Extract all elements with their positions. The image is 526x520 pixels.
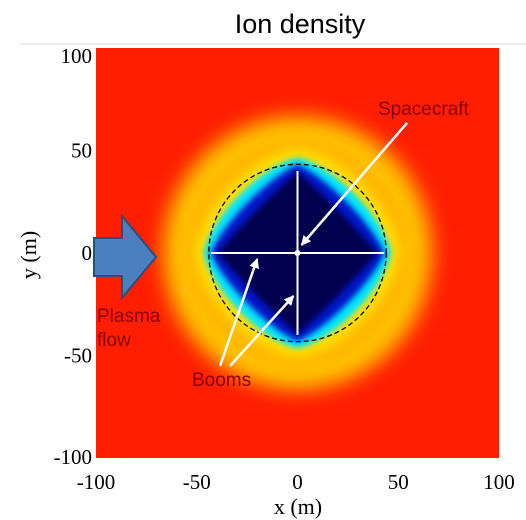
x-tick-label: 0 xyxy=(292,470,303,494)
x-tick-label: -100 xyxy=(77,470,116,494)
plasma-flow-label-line2: flow xyxy=(97,330,131,351)
chart-title: Ion density xyxy=(235,9,366,39)
boundary-circle xyxy=(208,163,387,343)
y-tick-label: 100 xyxy=(61,44,93,68)
x-tick-label: 100 xyxy=(483,470,515,494)
y-tick-label: 50 xyxy=(71,139,92,163)
x-tick-labels: -100 -50 0 50 100 xyxy=(77,470,515,494)
x-tick-label: -50 xyxy=(183,470,211,494)
booms-arrow-vertical xyxy=(229,295,295,367)
spacecraft-label: Spacecraft xyxy=(378,99,470,120)
annotation-arrows xyxy=(218,122,408,367)
y-tick-label: -100 xyxy=(54,445,93,469)
y-tick-label: -50 xyxy=(64,344,92,368)
spacecraft-marker xyxy=(294,250,301,256)
x-tick-label: 50 xyxy=(388,470,409,494)
plasma-flow-arrow xyxy=(93,213,158,301)
plot-area xyxy=(96,48,499,458)
y-axis-title: y (m) xyxy=(16,231,41,279)
spacecraft-arrow xyxy=(300,122,408,246)
booms-arrow-horizontal xyxy=(218,258,259,367)
y-tick-labels: 100 50 0 -50 -100 xyxy=(54,44,93,469)
y-tick-label: 0 xyxy=(82,241,93,265)
plasma-flow-label-line1: Plasma xyxy=(97,306,161,327)
x-axis-title: x (m) xyxy=(274,494,322,519)
booms-label: Booms xyxy=(192,370,251,391)
